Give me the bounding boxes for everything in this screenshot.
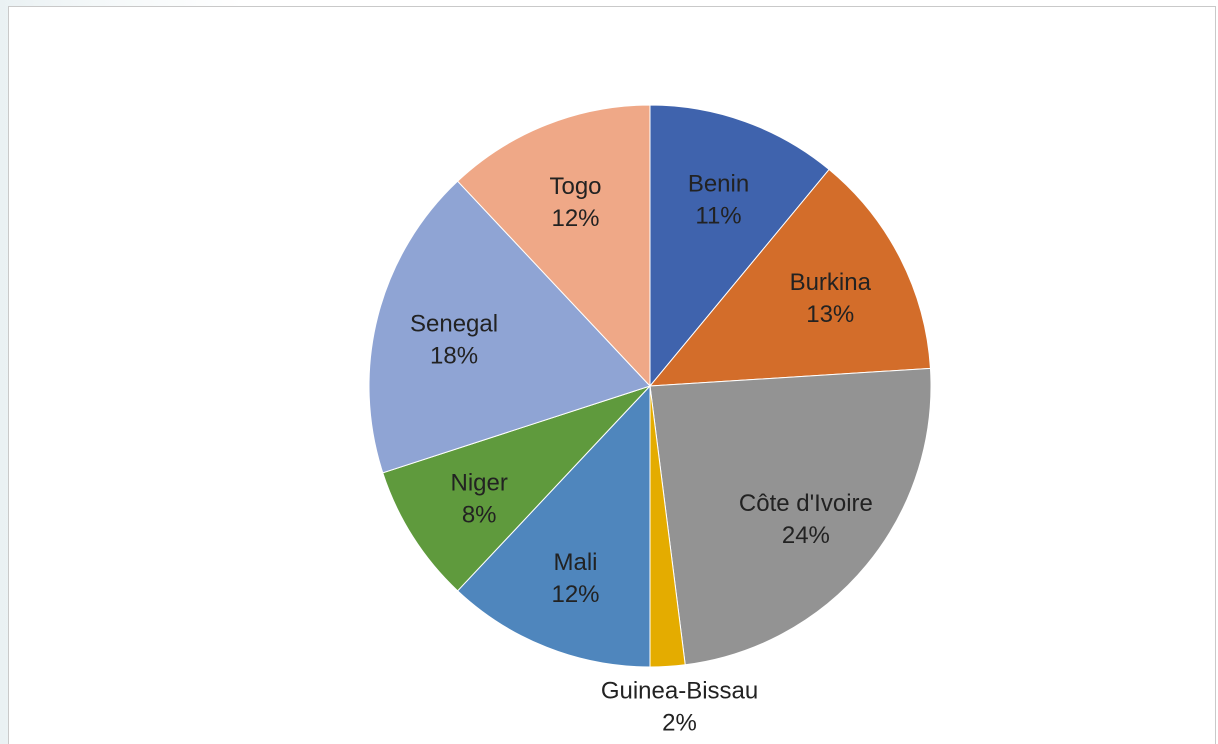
pie-slice-burkina [648, 168, 931, 387]
slice-label-mali: Mali 12% [551, 549, 599, 608]
pie-slice-togo [456, 104, 651, 388]
pie-slice-senegal [368, 180, 651, 474]
slice-category-label: Benin [688, 171, 749, 198]
slice-category-label: Niger [450, 469, 507, 496]
slice-percent-label: 13% [806, 301, 854, 328]
pie-slice-benin [649, 104, 830, 388]
slice-label-burkina: Burkina 13% [790, 269, 872, 328]
slice-percent-label: 8% [462, 501, 497, 528]
slice-percent-label: 2% [662, 709, 697, 736]
slice-category-label: Guinea-Bissau [601, 677, 758, 704]
slice-label-benin: Benin 11% [688, 171, 749, 230]
slice-percent-label: 12% [551, 581, 599, 608]
slice-label-senegal: Senegal 18% [410, 311, 498, 370]
slice-percent-label: 11% [695, 203, 741, 230]
slice-label-c-te-d-ivoire: Côte d'Ivoire 24% [739, 490, 873, 549]
pie-slice-mali [456, 384, 651, 668]
slice-category-label: Senegal [410, 311, 498, 338]
slice-percent-label: 12% [551, 205, 599, 232]
slice-percent-label: 18% [430, 343, 478, 370]
slice-category-label: Burkina [790, 269, 872, 296]
slice-category-label: Togo [549, 173, 601, 200]
pie-slice-c-te-d-ivoire [649, 367, 932, 666]
slice-category-label: Mali [554, 549, 598, 576]
slice-category-label: Côte d'Ivoire [739, 490, 873, 517]
slice-label-niger: Niger 8% [450, 469, 507, 528]
slice-percent-label: 24% [782, 522, 830, 549]
pie-slice-niger [382, 385, 651, 592]
slice-label-guinea-bissau: Guinea-Bissau 2% [601, 677, 758, 736]
slice-label-togo: Togo 12% [549, 173, 601, 232]
